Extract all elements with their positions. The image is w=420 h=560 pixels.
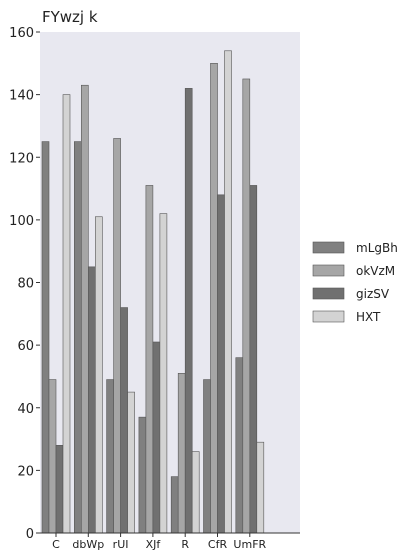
legend-label: mLgBh <box>356 241 398 255</box>
bar <box>191 451 200 534</box>
bar <box>95 216 103 534</box>
bar <box>249 185 258 534</box>
legend-swatch <box>312 287 345 300</box>
bar <box>41 141 50 534</box>
bar <box>106 379 114 534</box>
bar <box>159 213 168 534</box>
bar <box>81 84 89 534</box>
y-tick-label: 20 <box>17 464 34 479</box>
bar <box>242 78 251 534</box>
y-tick-label: 0 <box>26 527 34 542</box>
bar <box>235 357 244 534</box>
bar <box>145 185 154 534</box>
bar <box>203 379 211 534</box>
bar <box>177 373 186 534</box>
legend-label: gizSV <box>356 287 390 301</box>
y-tick-label: 80 <box>17 277 34 292</box>
y-tick-label: 120 <box>9 151 34 166</box>
legend-swatch <box>312 310 345 323</box>
bar <box>138 416 147 534</box>
legend-swatch <box>312 264 345 277</box>
bar <box>88 266 96 534</box>
bar <box>210 63 218 534</box>
bar <box>256 441 265 534</box>
legend-label: okVzM <box>356 264 395 278</box>
y-tick-label: 140 <box>9 89 34 104</box>
bar <box>184 88 193 534</box>
x-tick-label: dbWp <box>72 538 104 551</box>
bar <box>217 194 225 534</box>
y-tick-label: 40 <box>17 402 34 417</box>
bar <box>127 391 135 534</box>
x-tick-label: CfR <box>208 538 228 551</box>
x-tick-label: XJf <box>146 538 162 551</box>
bar <box>55 445 64 534</box>
bar <box>48 379 57 534</box>
y-tick-label: 60 <box>17 339 34 354</box>
y-tick-label: 100 <box>9 214 34 229</box>
legend-swatch <box>312 241 345 254</box>
x-tick-label: rUI <box>113 538 129 551</box>
x-tick-label: C <box>52 538 60 551</box>
chart-title: FYwzj k <box>42 8 98 26</box>
x-tick-label: R <box>181 538 189 551</box>
x-tick-label: UmFR <box>233 538 266 551</box>
bar <box>113 138 121 534</box>
y-tick-label: 160 <box>9 26 34 41</box>
legend-label: HXT <box>356 310 381 324</box>
bar <box>170 476 179 534</box>
y-axis: 0 20 40 60 80 100 120 140 160 <box>9 26 40 542</box>
bar <box>74 141 82 534</box>
bar <box>224 50 232 534</box>
bars-group <box>41 50 265 534</box>
legend: mLgBh okVzM gizSV HXT <box>312 241 398 324</box>
bar <box>152 341 161 534</box>
bar <box>62 94 71 534</box>
bar <box>120 307 128 534</box>
